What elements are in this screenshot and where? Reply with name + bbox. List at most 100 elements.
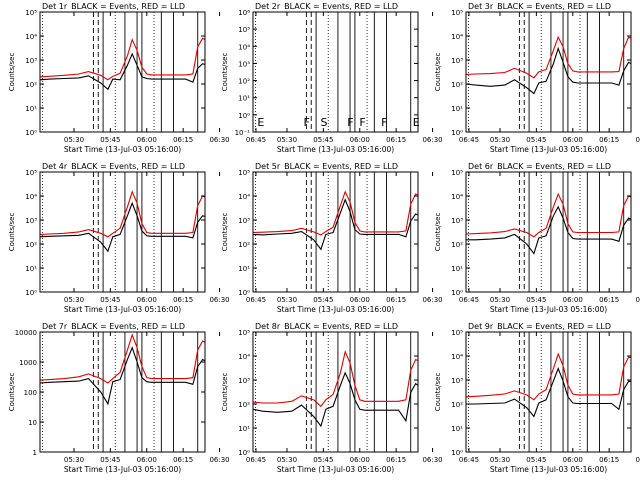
series-lld-line — [465, 352, 632, 401]
panel-title-detector: Det 9r — [468, 322, 494, 331]
y-tick-label: 10¹ — [25, 265, 37, 273]
axis-box — [252, 331, 419, 453]
y-tick-label: 10⁴ — [451, 193, 463, 201]
x-tick-label: 06:30 — [422, 296, 442, 304]
x-tick-label: 06:45 — [246, 296, 266, 304]
series-events-line — [39, 52, 206, 91]
y-tick-label: 10¹ — [238, 265, 250, 273]
y-tick-label: 10¹ — [451, 105, 463, 113]
y-axis-label: Counts/sec — [434, 213, 442, 252]
y-tick-label: 10³ — [451, 377, 463, 385]
y-tick-label: 10⁵ — [451, 169, 463, 177]
y-tick-label: 10⁴ — [451, 33, 463, 41]
panel-title: Det 6r BLACK = Events, RED = LLD — [468, 162, 611, 171]
x-axis-label: Start Time (13-Jul-03 05:16:00) — [64, 465, 181, 474]
series-events-line — [39, 346, 206, 406]
series-lld-line — [39, 333, 206, 384]
x-tick-label: 06:30 — [209, 136, 229, 144]
y-tick-label: 10¹ — [451, 425, 463, 433]
y-tick-label: 10³ — [451, 57, 463, 65]
panel-3: 10⁰ 10¹ 10² 10³ 10⁴ 10⁵ 05:30 05:45 06:00 06:15 06… — [434, 2, 640, 154]
x-tick-label: 05:30 — [277, 296, 297, 304]
y-tick-label: 10³ — [25, 217, 37, 225]
x-tick-label: 06:00 — [563, 456, 583, 464]
y-tick-label: 10⁶ — [238, 9, 250, 17]
axis-box — [252, 11, 419, 133]
y-tick-label: 10³ — [238, 60, 250, 68]
flag-label: F — [359, 116, 365, 129]
y-tick-label: 10⁰ — [238, 289, 250, 297]
panel-6: 10⁰ 10¹ 10² 10³ 10⁴ 10⁵ 05:30 05:45 06:00 06:15 06… — [434, 162, 640, 314]
x-tick-label: 05:30 — [490, 296, 510, 304]
panel-title: Det 3r BLACK = Events, RED = LLD — [468, 2, 611, 11]
panel-title-legend: BLACK = Events, RED = LLD — [71, 162, 185, 171]
x-tick-label: 05:30 — [277, 136, 297, 144]
panel-title-detector: Det 3r — [468, 2, 494, 11]
series-lld-line — [252, 190, 419, 236]
x-tick-label: 06:00 — [350, 456, 370, 464]
x-tick-label: 06:15 — [173, 456, 193, 464]
series-events-line — [466, 205, 632, 255]
panel-title-detector: Det 2r — [255, 2, 281, 11]
y-axis-label: Counts/sec — [434, 53, 442, 92]
panel-title: Det 9r BLACK = Events, RED = LLD — [468, 322, 611, 331]
flag-label: F — [381, 116, 387, 129]
y-tick-label: 10⁰ — [238, 112, 250, 120]
panel-title-legend: BLACK = Events, RED = LLD — [71, 322, 185, 331]
axis-box — [465, 331, 632, 453]
x-tick-label: 05:30 — [64, 136, 84, 144]
x-axis-label: Start Time (13-Jul-03 05:16:00) — [64, 145, 181, 154]
flag-label: F — [304, 116, 310, 129]
y-tick-label: 10⁵ — [25, 9, 37, 17]
panel-title: Det 4r BLACK = Events, RED = LLD — [42, 162, 185, 171]
series-lld-line — [465, 35, 632, 79]
axis-box — [465, 11, 632, 133]
x-tick-label: 06:00 — [563, 136, 583, 144]
series-events-line — [252, 198, 419, 251]
series-lld-line — [39, 190, 206, 238]
y-tick-label: 10⁴ — [25, 193, 37, 201]
panel-title-detector: Det 4r — [42, 162, 68, 171]
y-tick-label: 1000 — [19, 359, 37, 367]
x-tick-label: 06:15 — [173, 136, 193, 144]
y-tick-label: 1 — [33, 449, 37, 457]
panel-5: 10⁰ 10¹ 10² 10³ 10⁴ 10⁵ 05:30 05:45 06:00 06:15 06… — [221, 162, 479, 314]
x-axis-label: Start Time (13-Jul-03 05:16:00) — [277, 145, 394, 154]
x-tick-label: 05:30 — [64, 456, 84, 464]
series-events-line — [466, 366, 632, 418]
x-tick-label: 06:15 — [386, 296, 406, 304]
x-tick-label: 05:45 — [100, 136, 120, 144]
y-tick-label: 10⁵ — [451, 9, 463, 17]
panel-title-detector: Det 7r — [42, 322, 68, 331]
panel-title-legend: BLACK = Events, RED = LLD — [497, 162, 611, 171]
y-tick-label: 10² — [451, 241, 463, 249]
y-tick-label: 10⁵ — [238, 169, 250, 177]
x-tick-label: 05:45 — [526, 456, 546, 464]
x-tick-label: 06:45 — [459, 136, 479, 144]
y-tick-label: 10⁰ — [25, 289, 37, 297]
y-tick-label: 10⁵ — [238, 329, 250, 337]
panel-8: 10⁰ 10¹ 10² 10³ 10⁴ 10⁵ 05:30 05:45 06:00 06:15 06… — [221, 322, 479, 474]
x-tick-label: 06:45 — [246, 136, 266, 144]
series-events-line — [39, 201, 206, 253]
x-tick-label: 06:15 — [599, 296, 619, 304]
x-tick-label: 06:00 — [137, 136, 157, 144]
y-tick-label: 10⁴ — [238, 353, 250, 361]
panel-title-legend: BLACK = Events, RED = LLD — [284, 322, 398, 331]
panel-title-legend: BLACK = Events, RED = LLD — [71, 2, 185, 11]
y-tick-label: 10² — [238, 78, 250, 86]
y-tick-label: 10⁴ — [238, 43, 250, 51]
axis-box — [465, 171, 632, 293]
x-tick-label: 06:30 — [209, 456, 229, 464]
panel-title-legend: BLACK = Events, RED = LLD — [497, 322, 611, 331]
y-tick-label: 10⁴ — [25, 33, 37, 41]
panel-title-legend: BLACK = Events, RED = LLD — [284, 2, 398, 11]
y-tick-label: 10⁰ — [25, 129, 37, 137]
panel-1: 10⁰ 10¹ 10² 10³ 10⁴ 10⁵ 05:30 05:45 06:00 06:15 06… — [8, 2, 266, 154]
y-axis-label: Counts/sec — [8, 213, 16, 252]
panel-4: 10⁰ 10¹ 10² 10³ 10⁴ 10⁵ 05:30 05:45 06:00 06:15 06… — [8, 162, 266, 314]
flag-label: F — [347, 116, 353, 129]
